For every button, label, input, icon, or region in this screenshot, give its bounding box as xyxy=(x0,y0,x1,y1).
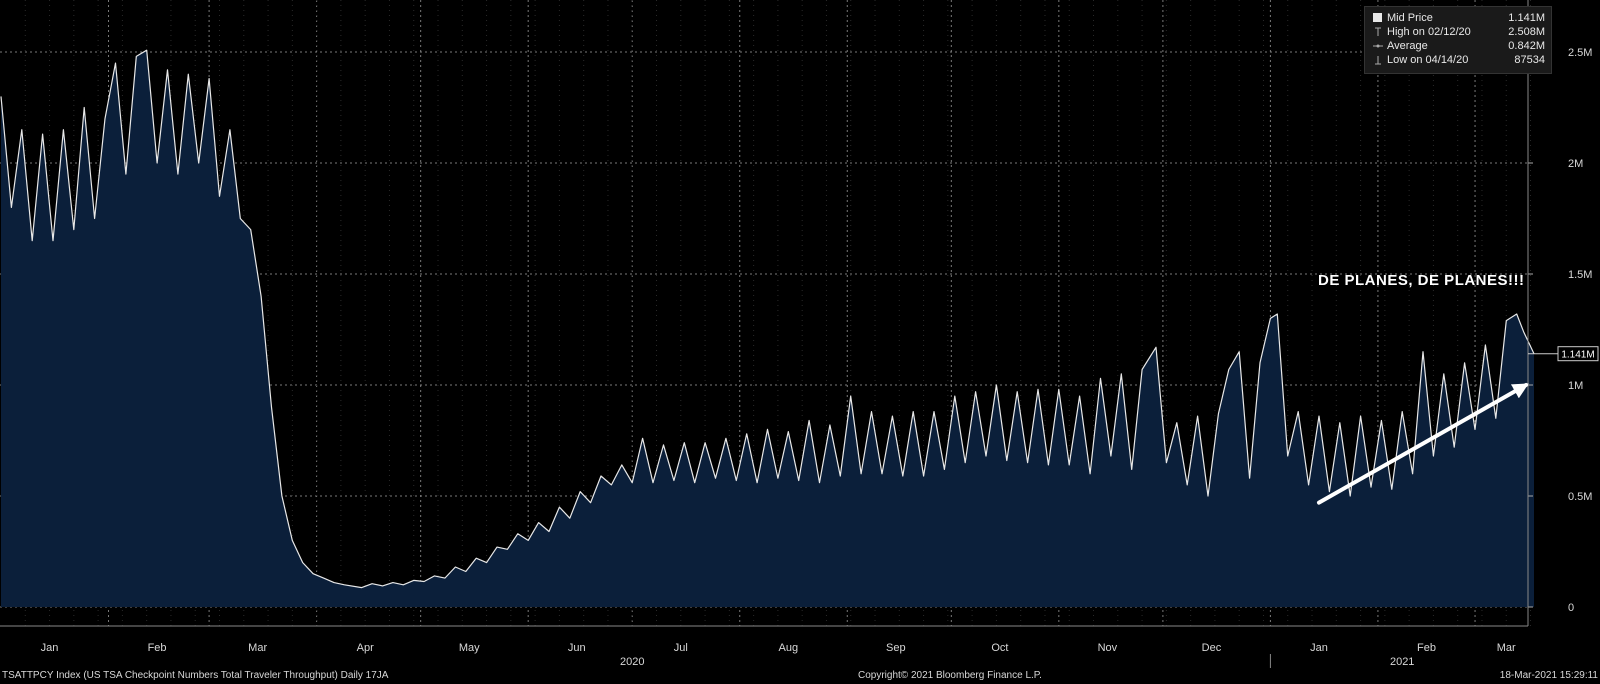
x-tick-label: Jul xyxy=(674,642,688,654)
low-marker-icon xyxy=(1373,55,1383,65)
x-tick-label: Jan xyxy=(1310,642,1328,654)
x-tick-label: Mar xyxy=(1497,642,1516,654)
x-tick-label: May xyxy=(459,642,480,654)
axis-layer: 0 0.5M 1M 1.5M 2M 2.5M Jan Feb Mar Apr May Jun Jul Au… xyxy=(0,0,1599,668)
y-tick-label: 0 xyxy=(1568,602,1574,614)
x-tick-label: Sep xyxy=(886,642,906,654)
legend-label: Average xyxy=(1387,40,1428,52)
square-marker-icon xyxy=(1373,13,1382,22)
area-layer xyxy=(0,49,1535,607)
legend-row-high: High on 02/12/20 2.508M xyxy=(1365,25,1551,39)
copyright-text: Copyright© 2021 Bloomberg Finance L.P. xyxy=(858,670,1042,681)
annotation-text: DE PLANES, DE PLANES!!! xyxy=(1318,272,1525,289)
average-marker-icon xyxy=(1373,41,1383,51)
y-tick-label: 1.5M xyxy=(1568,269,1592,281)
x-tick-label: Mar xyxy=(248,642,267,654)
x-tick-label: Feb xyxy=(148,642,167,654)
legend-row-mid-price: Mid Price 1.141M xyxy=(1365,11,1551,25)
legend-value: 1.141M xyxy=(1508,12,1545,24)
legend-row-low: Low on 04/14/20 87534 xyxy=(1365,53,1551,67)
x-tick-label: Dec xyxy=(1202,642,1222,654)
legend-value: 0.842M xyxy=(1508,40,1545,52)
series-line xyxy=(0,49,1535,589)
legend-label: Mid Price xyxy=(1387,12,1433,24)
annotation-layer xyxy=(1316,383,1529,505)
x-tick-label: Aug xyxy=(779,642,799,654)
x-tick-label: Jan xyxy=(41,642,59,654)
x-tick-label: Feb xyxy=(1417,642,1436,654)
x-year-label: 2020 xyxy=(620,656,644,668)
annotation-arrow xyxy=(1316,383,1529,505)
legend: Mid Price 1.141M High on 02/12/20 2.508M… xyxy=(1364,6,1552,74)
legend-label: Low on 04/14/20 xyxy=(1387,54,1469,66)
x-tick-label: Oct xyxy=(991,642,1008,654)
x-tick-label: Apr xyxy=(357,642,374,654)
timestamp-text: 18-Mar-2021 15:29:11 xyxy=(1499,670,1598,681)
high-marker-icon xyxy=(1373,27,1383,37)
y-tick-label: 2.5M xyxy=(1568,47,1592,59)
y-tick-label: 1M xyxy=(1568,380,1583,392)
last-value-label: 1.141M xyxy=(1561,350,1594,361)
y-tick-label: 0.5M xyxy=(1568,491,1592,503)
x-tick-label: Jun xyxy=(568,642,586,654)
legend-row-average: Average 0.842M xyxy=(1365,39,1551,53)
legend-label: High on 02/12/20 xyxy=(1387,26,1471,38)
legend-value: 2.508M xyxy=(1508,26,1545,38)
ticker-description: TSATTPCY Index (US TSA Checkpoint Number… xyxy=(2,670,389,681)
legend-value: 87534 xyxy=(1514,54,1545,66)
x-year-label: 2021 xyxy=(1390,656,1414,668)
y-tick-label: 2M xyxy=(1568,158,1583,170)
x-tick-label: Nov xyxy=(1098,642,1118,654)
series-area xyxy=(1,50,1534,607)
